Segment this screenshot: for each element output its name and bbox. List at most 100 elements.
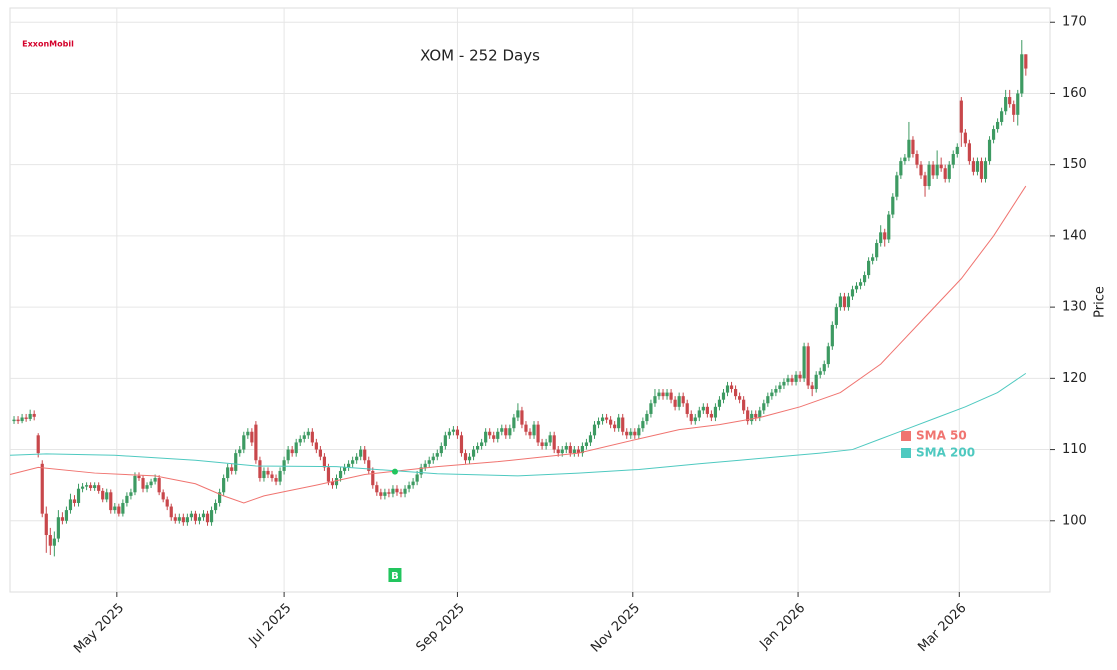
candle-body [330, 481, 335, 486]
candle-body [399, 492, 403, 494]
candle-body [629, 431, 633, 436]
candle-body [310, 431, 314, 443]
candle-body [80, 486, 85, 489]
candle-body [883, 232, 887, 240]
candle-body [290, 449, 294, 454]
candle-body [604, 417, 609, 420]
candle-body [355, 456, 359, 461]
candle-body [488, 431, 492, 436]
candle-body [564, 446, 568, 450]
candle-body [621, 417, 625, 432]
candle-body [762, 403, 766, 411]
candle-body [97, 485, 101, 491]
candle-body [552, 435, 556, 450]
candle-body [435, 453, 439, 457]
candle-body [423, 463, 427, 468]
candle-body [665, 392, 669, 397]
candle-body [451, 429, 456, 432]
candle-body [935, 164, 939, 176]
candle-body [810, 385, 814, 390]
candle-body [387, 492, 391, 494]
candle-body [84, 485, 89, 487]
candle-body [274, 478, 278, 482]
candle-body [141, 478, 145, 489]
candle-body [895, 175, 899, 197]
candle-body [729, 385, 734, 390]
candle-body [887, 214, 891, 240]
candle-body [12, 419, 16, 422]
candle-body [93, 485, 97, 489]
candle-body [294, 442, 298, 454]
candle-body [459, 435, 464, 454]
candle-body [209, 510, 214, 523]
x-tick-label: Nov 2025 [588, 601, 643, 656]
x-tick-label: Jul 2025 [246, 601, 295, 650]
candle-body [858, 282, 863, 286]
candle-body [770, 392, 774, 397]
candle-body [846, 296, 851, 308]
candle-body [415, 474, 419, 482]
candle-body [766, 396, 770, 404]
candle-body [213, 502, 218, 511]
candle-body [854, 285, 859, 290]
signal-dot [391, 468, 398, 475]
candle-body [617, 417, 621, 429]
candle-body [258, 460, 262, 479]
candle-body [1004, 97, 1008, 112]
candle-body [407, 485, 411, 489]
legend-swatch [901, 448, 911, 458]
candle-body [322, 456, 327, 468]
y-tick-label: 130 [1062, 300, 1087, 315]
candle-body [717, 399, 722, 407]
candle-body [28, 413, 32, 419]
candle-body [790, 378, 794, 382]
candle-body [649, 403, 653, 414]
candle-body [967, 143, 971, 162]
candle-body [52, 538, 56, 546]
candle-body [145, 485, 149, 489]
candle-body [351, 460, 355, 464]
candle-body [439, 446, 443, 454]
candle-body [475, 446, 480, 450]
y-tick-label: 110 [1062, 442, 1087, 457]
candle-body [193, 513, 198, 521]
candle-body [709, 413, 713, 418]
candle-body [342, 467, 347, 471]
candle-body [782, 381, 786, 386]
candle-body [318, 449, 322, 457]
candle-body [733, 389, 738, 397]
candle-body [987, 139, 992, 162]
candle-body [427, 460, 431, 464]
candle-body [939, 164, 943, 169]
plot-area [9, 7, 1051, 593]
candle-body [222, 478, 226, 493]
candle-body [871, 257, 875, 261]
candle-body [24, 417, 28, 419]
candle-body [637, 428, 641, 436]
candle-body [326, 467, 331, 482]
candle-body [157, 478, 161, 493]
candle-body [314, 442, 318, 450]
y-tick-label: 170 [1062, 15, 1087, 30]
candle-body [685, 403, 689, 414]
candle-body [943, 168, 947, 179]
candle-body [738, 396, 742, 400]
candle-body [838, 296, 842, 308]
candle-body [742, 399, 746, 411]
candle-body [891, 196, 895, 215]
candle-body [109, 492, 113, 511]
candle-body [613, 424, 617, 429]
candle-body [48, 535, 52, 546]
candle-body [899, 161, 903, 176]
candle-body [1024, 54, 1028, 69]
candle-body [395, 488, 399, 493]
candle-body [725, 385, 730, 393]
candle-body [1000, 111, 1004, 122]
candle-body [991, 129, 996, 140]
candle-body [919, 164, 923, 176]
candle-body [560, 449, 564, 454]
x-tick-label: May 2025 [71, 601, 127, 657]
candle-body [576, 449, 580, 454]
candle-body [798, 374, 802, 379]
legend-swatch [901, 431, 911, 441]
